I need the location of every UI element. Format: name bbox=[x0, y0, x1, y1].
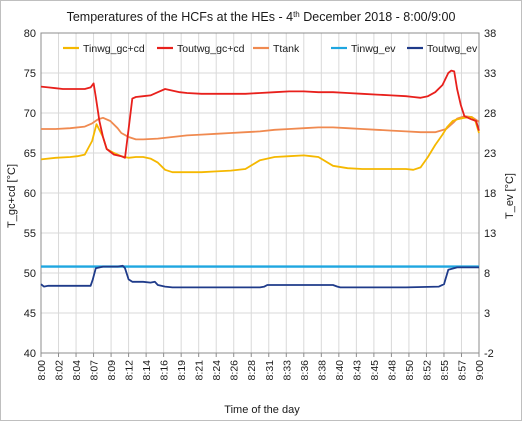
x-tick-label: 8:00 bbox=[36, 360, 48, 381]
x-tick-label: 8:57 bbox=[456, 360, 468, 381]
chart-title: Temperatures of the HCFs at the HEs - 4t… bbox=[67, 10, 456, 24]
x-tick-label: 8:36 bbox=[299, 360, 311, 381]
chart-title-superscript: th bbox=[293, 10, 300, 19]
y-tick-label-right: 38 bbox=[484, 28, 496, 40]
series-line-toutwg-ev bbox=[40, 264, 479, 289]
y-tick-label-right: 13 bbox=[484, 228, 496, 240]
x-axis-title: Time of the day bbox=[224, 404, 300, 416]
legend-item: Tinwg_gc+cd bbox=[63, 43, 145, 55]
y-axis-title-left: T_gc+cd [°C] bbox=[6, 164, 18, 228]
x-tick-label: 8:16 bbox=[159, 360, 171, 381]
y-tick-label-right: 3 bbox=[484, 308, 490, 320]
axes: 40 -2 45 3 50 8 55 13 60 18 65 23 70 28 75 33 80 38 8:00 8:… bbox=[24, 28, 497, 380]
y-tick-label-right: 33 bbox=[484, 68, 496, 80]
series-line-tinwg-gc-cd bbox=[40, 116, 480, 174]
legend-label: Ttank bbox=[273, 43, 300, 55]
y-tick-label-right: 18 bbox=[484, 188, 496, 200]
x-tick-label: 8:40 bbox=[334, 360, 346, 381]
y-tick-label-left: 55 bbox=[24, 228, 36, 240]
y-axis-title-right: T_ev [°C] bbox=[504, 173, 516, 219]
y-tick-label-right: -2 bbox=[484, 348, 494, 360]
y-tick-label-left: 60 bbox=[24, 188, 36, 200]
gridlines bbox=[41, 33, 479, 353]
series-line-ttank bbox=[41, 115, 480, 141]
y-tick-label-right: 8 bbox=[484, 268, 490, 280]
x-tick-label: 8:43 bbox=[351, 360, 363, 381]
y-tick-label-left: 45 bbox=[24, 308, 36, 320]
x-tick-label: 8:24 bbox=[211, 360, 223, 381]
x-tick-label: 8:14 bbox=[141, 360, 153, 381]
y-tick-label-right: 23 bbox=[484, 148, 496, 160]
series-lines bbox=[40, 69, 480, 289]
legend: Tinwg_gc+cd Toutwg_gc+cd Ttank Tinwg_ev Tout… bbox=[63, 43, 478, 55]
x-tick-label: 8:38 bbox=[316, 360, 328, 381]
x-tick-label: 8:07 bbox=[89, 360, 101, 381]
legend-item: Tinwg_ev bbox=[331, 43, 396, 55]
x-tick-label: 8:09 bbox=[106, 360, 118, 381]
y-tick-label-left: 70 bbox=[24, 108, 36, 120]
y-tick-label-left: 50 bbox=[24, 268, 36, 280]
x-tick-label: 8:33 bbox=[281, 360, 293, 381]
x-tick-label: 8:55 bbox=[439, 360, 451, 381]
chart-title-rest: December 2018 - 8:00/9:00 bbox=[300, 10, 456, 24]
x-tick-label: 8:31 bbox=[264, 360, 276, 381]
x-tick-label: 8:19 bbox=[176, 360, 188, 381]
x-tick-label: 8:50 bbox=[404, 360, 416, 381]
x-tick-label: 8:52 bbox=[421, 360, 433, 381]
y-tick-label-left: 65 bbox=[24, 148, 36, 160]
series-line-toutwg-gc-cd bbox=[40, 69, 480, 159]
x-tick-label: 8:45 bbox=[369, 360, 381, 381]
chart-title-main: Temperatures of the HCFs at the HEs - 4 bbox=[67, 10, 294, 24]
x-tick-label: 8:02 bbox=[54, 360, 66, 381]
legend-label: Tinwg_gc+cd bbox=[83, 43, 145, 55]
legend-label: Toutwg_gc+cd bbox=[177, 43, 245, 55]
x-tick-label: 8:04 bbox=[71, 360, 83, 381]
y-tick-label-left: 40 bbox=[24, 348, 36, 360]
x-tick-label: 9:00 bbox=[474, 360, 486, 381]
legend-item: Toutwg_ev bbox=[407, 43, 478, 55]
x-tick-label: 8:21 bbox=[194, 360, 206, 381]
x-tick-label: 8:48 bbox=[386, 360, 398, 381]
x-tick-label: 8:26 bbox=[229, 360, 241, 381]
legend-label: Toutwg_ev bbox=[427, 43, 478, 55]
x-tick-label: 8:12 bbox=[124, 360, 136, 381]
legend-item: Toutwg_gc+cd bbox=[157, 43, 245, 55]
x-tick-label: 8:28 bbox=[246, 360, 258, 381]
legend-label: Tinwg_ev bbox=[351, 43, 396, 55]
plot-area-frame bbox=[40, 32, 480, 354]
legend-item: Ttank bbox=[253, 43, 300, 55]
y-tick-label-left: 75 bbox=[24, 68, 36, 80]
y-tick-label-right: 28 bbox=[484, 108, 496, 120]
y-tick-label-left: 80 bbox=[24, 28, 36, 40]
